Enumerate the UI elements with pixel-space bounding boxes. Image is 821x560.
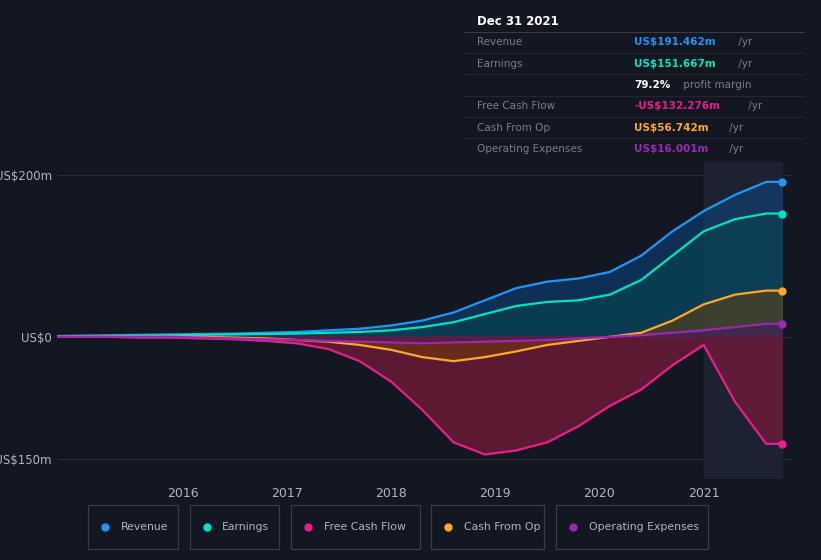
Bar xyxy=(556,505,709,549)
Text: 79.2%: 79.2% xyxy=(635,80,671,90)
Text: Revenue: Revenue xyxy=(478,37,523,47)
Text: Cash From Op: Cash From Op xyxy=(464,522,540,532)
Bar xyxy=(431,505,544,549)
Bar xyxy=(190,505,279,549)
Text: -US$132.276m: -US$132.276m xyxy=(635,101,720,111)
Text: Operating Expenses: Operating Expenses xyxy=(478,144,583,154)
Text: /yr: /yr xyxy=(727,123,744,133)
Text: /yr: /yr xyxy=(736,59,753,68)
Text: Revenue: Revenue xyxy=(121,522,168,532)
Text: Cash From Op: Cash From Op xyxy=(478,123,551,133)
Text: Free Cash Flow: Free Cash Flow xyxy=(323,522,406,532)
Bar xyxy=(88,505,178,549)
Bar xyxy=(704,162,782,479)
Text: Dec 31 2021: Dec 31 2021 xyxy=(478,15,559,28)
Text: Earnings: Earnings xyxy=(478,59,523,68)
Text: /yr: /yr xyxy=(736,37,753,47)
Text: /yr: /yr xyxy=(745,101,762,111)
Text: Earnings: Earnings xyxy=(222,522,269,532)
Text: US$191.462m: US$191.462m xyxy=(635,37,716,47)
Text: Free Cash Flow: Free Cash Flow xyxy=(478,101,556,111)
Text: US$151.667m: US$151.667m xyxy=(635,59,716,68)
Bar xyxy=(291,505,420,549)
Text: /yr: /yr xyxy=(727,144,744,154)
Text: profit margin: profit margin xyxy=(681,80,752,90)
Text: US$56.742m: US$56.742m xyxy=(635,123,709,133)
Text: Operating Expenses: Operating Expenses xyxy=(589,522,699,532)
Text: US$16.001m: US$16.001m xyxy=(635,144,709,154)
